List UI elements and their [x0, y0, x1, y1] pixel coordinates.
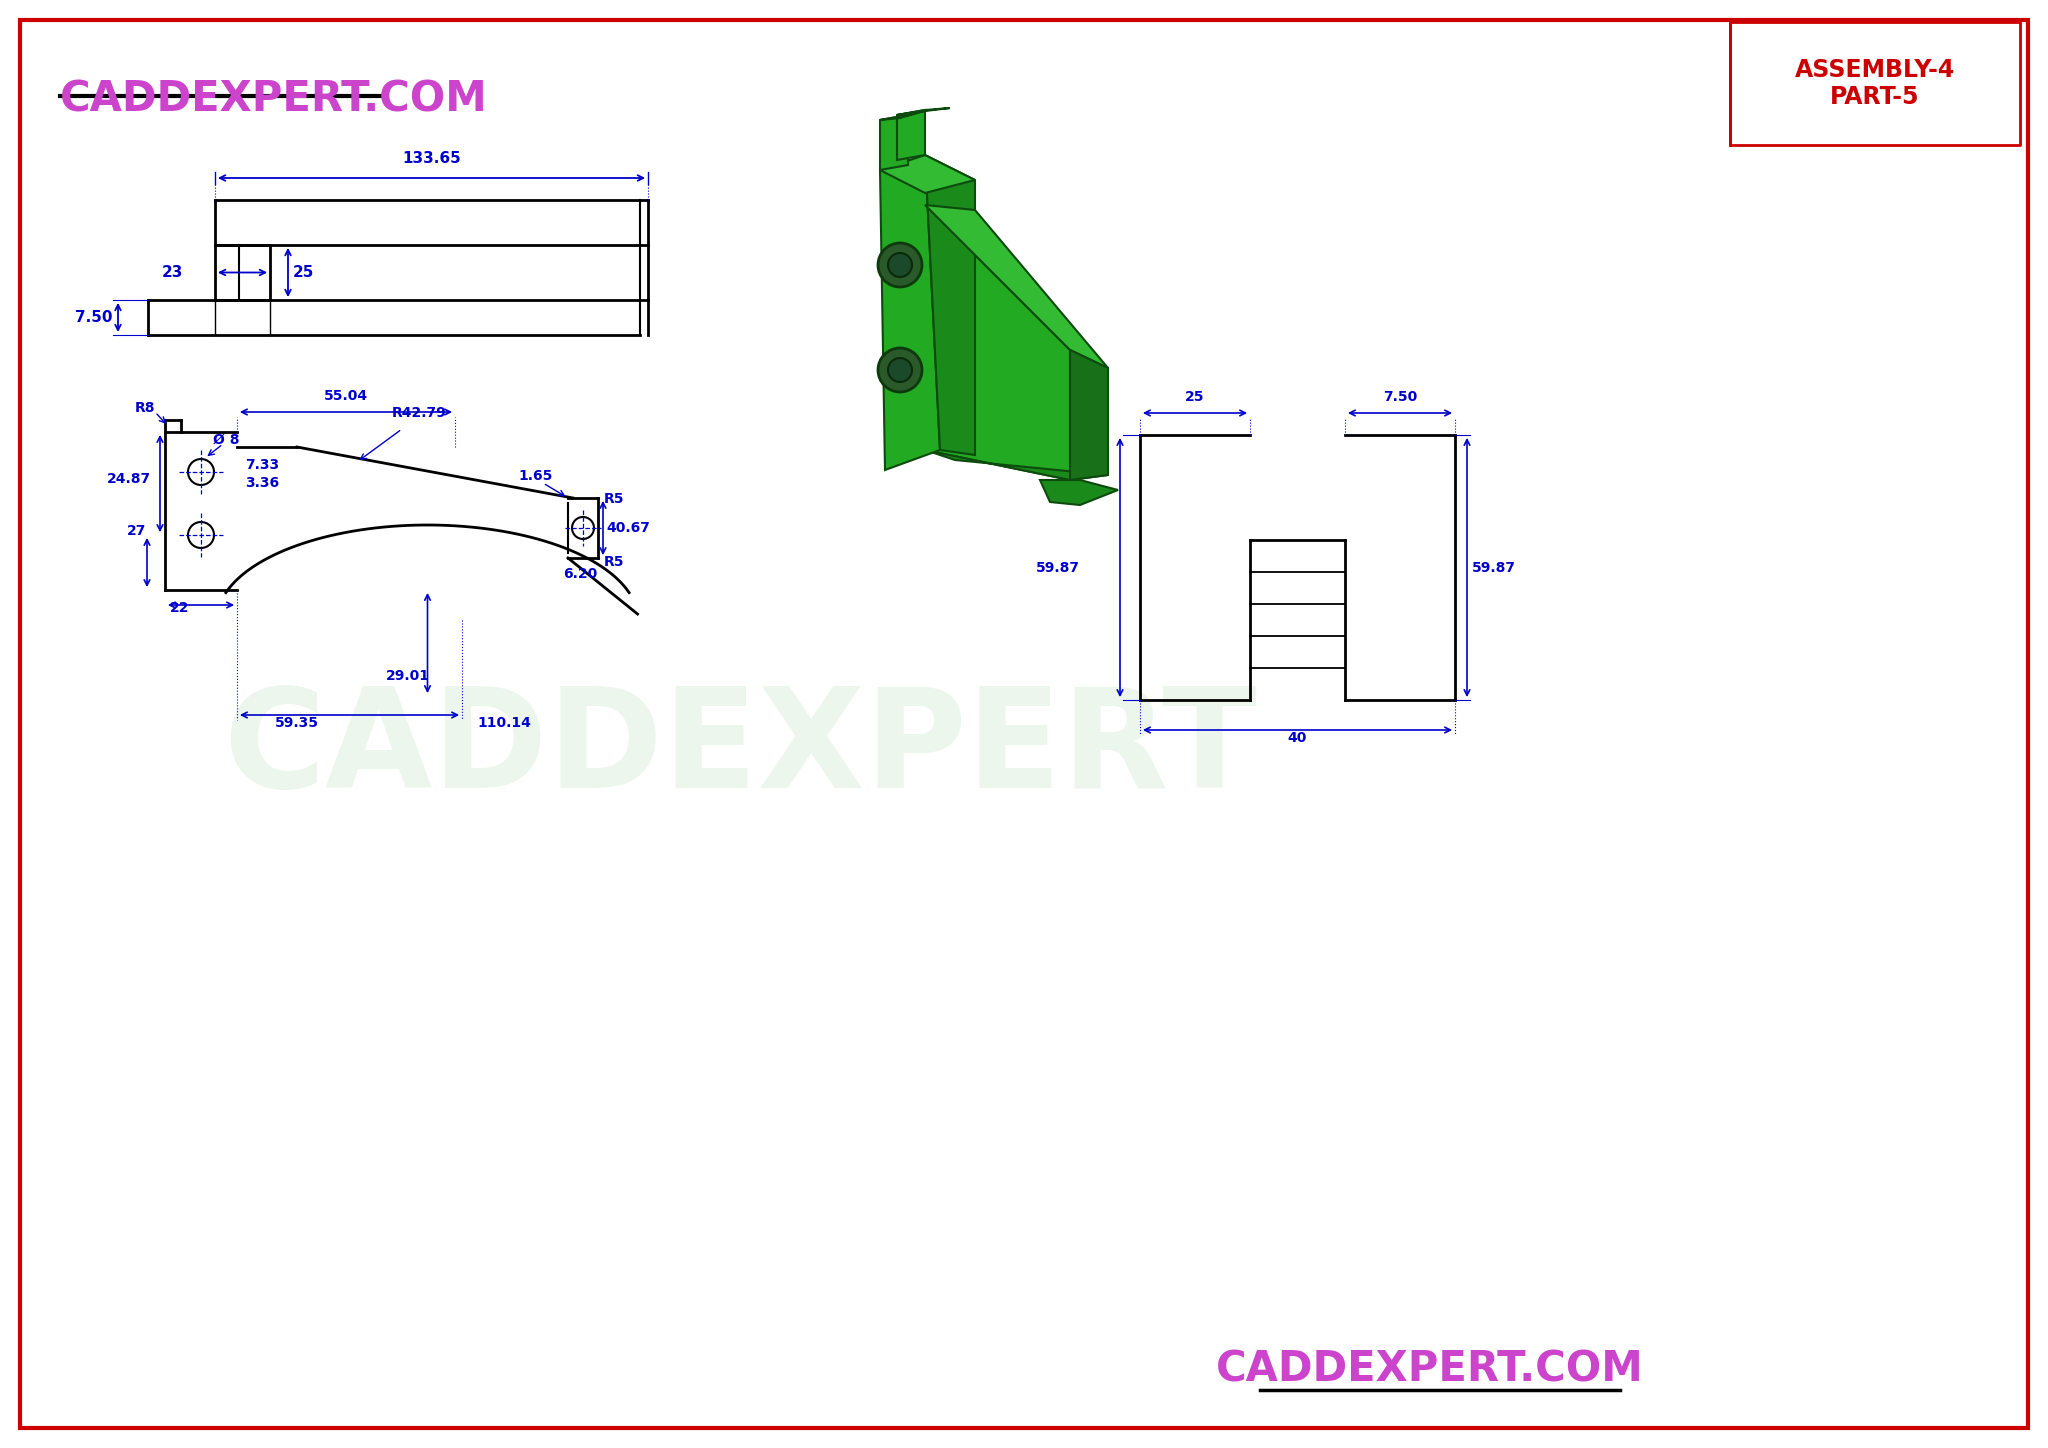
- Text: 24.87: 24.87: [106, 472, 152, 485]
- Polygon shape: [926, 450, 1108, 479]
- Text: 1.65: 1.65: [518, 469, 553, 484]
- Text: CADDEXPERT: CADDEXPERT: [223, 682, 1257, 818]
- Text: R5: R5: [604, 555, 625, 569]
- Text: ASSEMBLY-4
PART-5: ASSEMBLY-4 PART-5: [1794, 58, 1956, 110]
- Text: Ø 8: Ø 8: [213, 433, 240, 447]
- Text: 25: 25: [1186, 390, 1204, 404]
- Polygon shape: [881, 155, 940, 471]
- Text: 7.33: 7.33: [246, 458, 279, 472]
- Text: 40.67: 40.67: [606, 521, 649, 534]
- Polygon shape: [897, 110, 926, 159]
- Text: 3.36: 3.36: [246, 476, 279, 489]
- Text: R8: R8: [135, 401, 156, 416]
- Text: 23: 23: [162, 265, 182, 279]
- Text: 59.35: 59.35: [274, 715, 319, 730]
- Text: 7.50: 7.50: [76, 310, 113, 324]
- Text: 55.04: 55.04: [324, 390, 369, 403]
- Circle shape: [879, 243, 922, 287]
- Text: 110.14: 110.14: [477, 715, 530, 730]
- Text: R42.79: R42.79: [391, 405, 446, 420]
- Polygon shape: [926, 206, 1108, 368]
- Text: R5: R5: [604, 492, 625, 505]
- Text: 133.65: 133.65: [401, 151, 461, 167]
- Circle shape: [889, 253, 911, 277]
- Text: 40: 40: [1288, 731, 1307, 746]
- Polygon shape: [1069, 350, 1108, 479]
- Polygon shape: [881, 114, 907, 169]
- Polygon shape: [897, 109, 950, 114]
- Polygon shape: [926, 155, 975, 455]
- Text: CADDEXPERT.COM: CADDEXPERT.COM: [59, 78, 487, 120]
- Polygon shape: [926, 206, 1069, 479]
- Text: 27: 27: [127, 524, 145, 537]
- Polygon shape: [881, 155, 975, 193]
- Circle shape: [879, 348, 922, 392]
- Polygon shape: [1040, 479, 1118, 505]
- Circle shape: [889, 358, 911, 382]
- Text: 29.01: 29.01: [385, 669, 430, 683]
- Text: 7.50: 7.50: [1382, 390, 1417, 404]
- Polygon shape: [881, 110, 928, 120]
- Text: CADDEXPERT.COM: CADDEXPERT.COM: [1217, 1350, 1645, 1392]
- Text: 59.87: 59.87: [1473, 560, 1516, 575]
- Text: 6.20: 6.20: [563, 568, 598, 581]
- Text: 59.87: 59.87: [1036, 560, 1079, 575]
- Text: 25: 25: [293, 265, 315, 279]
- Text: 22: 22: [170, 601, 190, 615]
